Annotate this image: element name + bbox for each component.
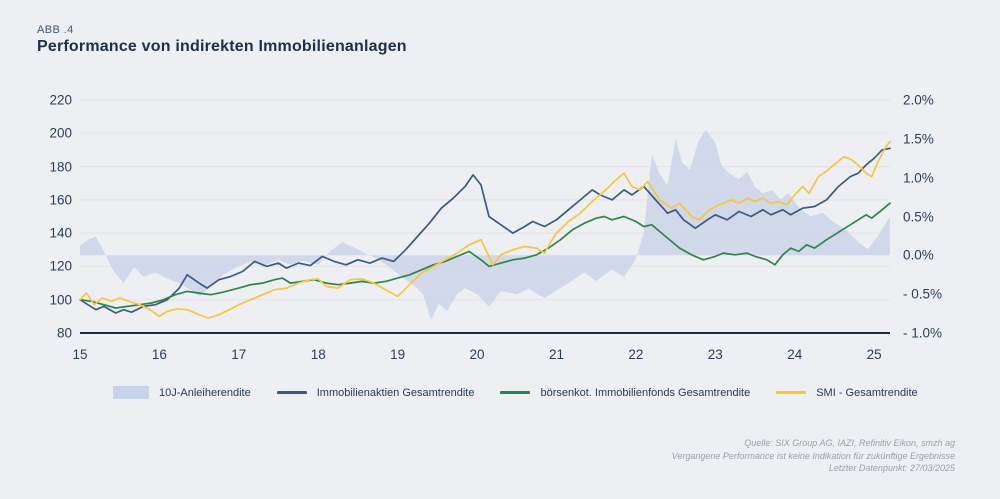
- x-tick-label: 18: [310, 347, 326, 362]
- legend-label: 10J-Anleiherendite: [159, 386, 251, 399]
- series-area-anleiherendite: [80, 129, 890, 320]
- last-datapoint-line: Letzter Datenpunkt: 27/03/2025: [828, 463, 955, 473]
- x-tick-label: 17: [231, 347, 247, 362]
- figure-number: ABB .4: [37, 24, 74, 36]
- legend-item: 10J-Anleiherendite: [113, 386, 251, 399]
- y-right-tick-label: 0.0%: [903, 247, 934, 263]
- x-tick-label: 15: [72, 347, 88, 362]
- x-tick-label: 20: [469, 347, 485, 362]
- legend-label: Immobilienaktien Gesamtrendite: [316, 386, 475, 399]
- x-tick-label: 25: [866, 347, 882, 362]
- y-right-tick-label: 1.5%: [903, 131, 934, 147]
- x-tick-label: 21: [548, 347, 564, 362]
- x-tick-label: 22: [628, 347, 644, 362]
- series-line-immobilienaktien: [79, 147, 891, 314]
- x-tick-label: 19: [390, 347, 406, 362]
- y-right-tick-label: - 0.5%: [903, 286, 943, 302]
- legend-item: Immobilienaktien Gesamtrendite: [276, 386, 475, 399]
- chart-legend: 10J-Anleiherendite Immobilienaktien Gesam…: [113, 386, 918, 399]
- y-right-tick-label: - 1.0%: [903, 325, 943, 341]
- source-line: Quelle: SIX Group AG, IAZI, Refinitiv Ei…: [744, 438, 955, 448]
- legend-area-swatch: [113, 386, 149, 399]
- y-left-tick-label: 180: [49, 159, 72, 175]
- y-right-tick-label: 2.0%: [903, 92, 934, 108]
- legend-line-swatch: [500, 391, 531, 394]
- y-left-tick-label: 200: [49, 125, 72, 141]
- legend-label: börsenkot. Immobilienfonds Gesamtrendite: [540, 386, 751, 399]
- y-right-tick-label: 1.0%: [903, 170, 934, 186]
- legend-item: börsenkot. Immobilienfonds Gesamtrendite: [500, 387, 750, 399]
- series-line-immobilienfonds: [79, 202, 891, 309]
- series-line-smi: [79, 140, 891, 319]
- x-tick-label: 24: [787, 347, 803, 362]
- y-left-tick-label: 140: [49, 225, 72, 241]
- y-right-tick-label: 0.5%: [903, 209, 934, 224]
- legend-line-swatch: [776, 391, 807, 394]
- x-tick-label: 16: [151, 347, 167, 362]
- y-left-tick-label: 160: [49, 192, 72, 208]
- y-left-tick-label: 220: [49, 92, 72, 108]
- disclaimer-line: Vergangene Performance ist keine Indikat…: [671, 450, 955, 461]
- legend-line-swatch: [276, 391, 307, 394]
- page-title: Performance von indirekten Immobilienanl…: [37, 38, 407, 55]
- legend-item: SMI - Gesamtrendite: [776, 386, 918, 399]
- x-tick-label: 23: [707, 347, 723, 362]
- y-left-tick-label: 80: [56, 325, 72, 341]
- source-note: Quelle: SIX Group AG, IAZI, Refinitiv Ei…: [672, 437, 955, 475]
- y-left-tick-label: 100: [49, 292, 72, 308]
- y-left-tick-label: 120: [49, 258, 72, 274]
- legend-label: SMI - Gesamtrendite: [816, 386, 918, 399]
